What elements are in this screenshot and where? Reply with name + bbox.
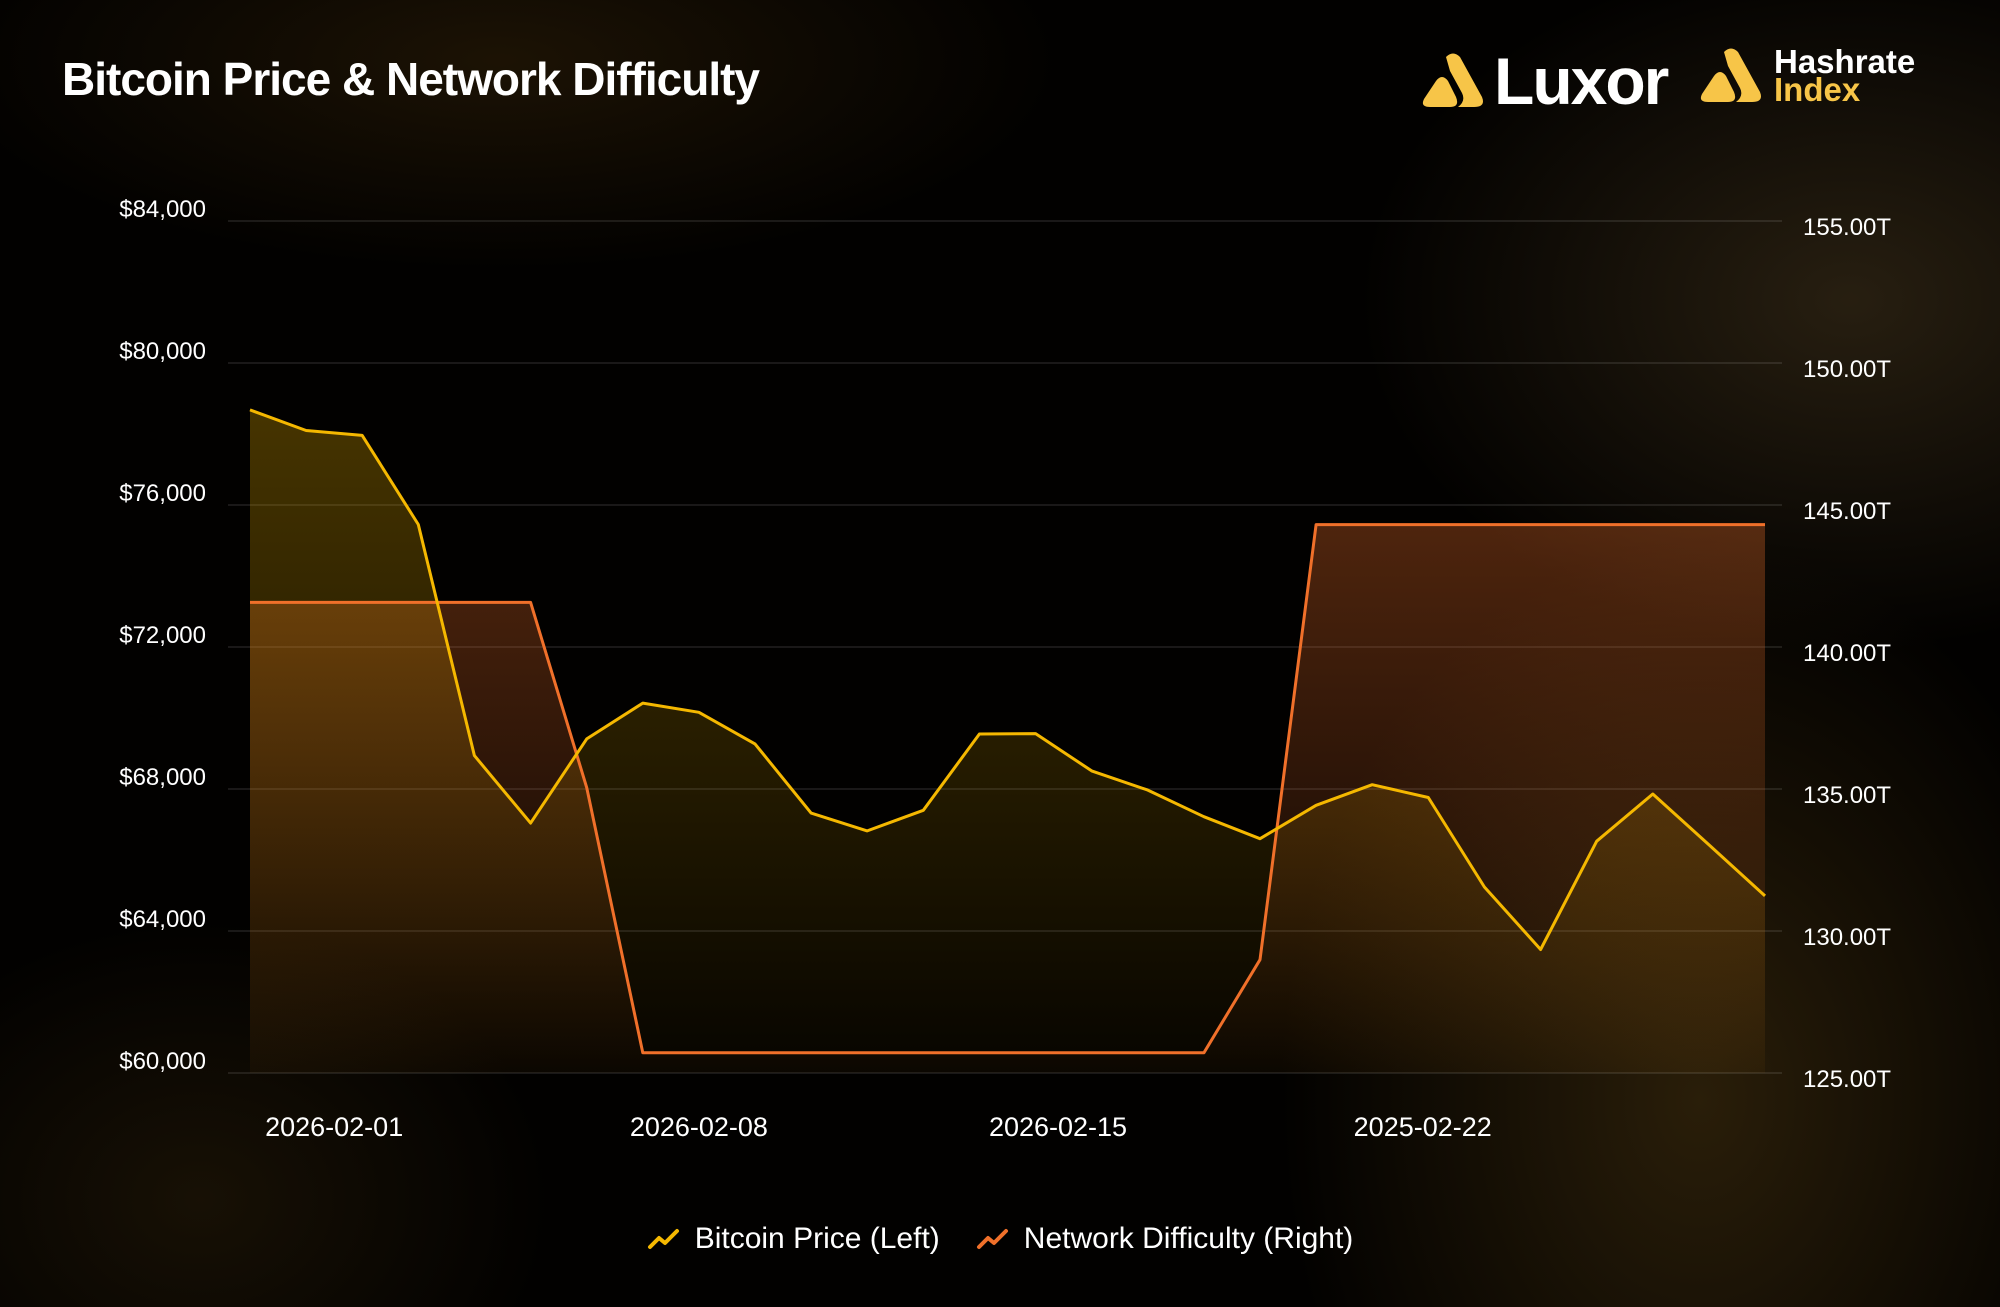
hashrate-wordmark: Hashrate — [1774, 43, 1916, 80]
luxor-triangle-icon — [1422, 53, 1483, 107]
left-axis-tick-label: $68,000 — [119, 764, 206, 791]
left-axis-tick-label: $72,000 — [119, 622, 206, 649]
right-axis-tick-label: 150.00T — [1803, 356, 1891, 383]
legend-label-difficulty: Network Difficulty (Right) — [1023, 1222, 1354, 1255]
right-axis-tick-label: 135.00T — [1803, 782, 1891, 809]
right-axis-tick-label: 130.00T — [1803, 924, 1891, 951]
hashrate-index-triangle-icon — [1700, 48, 1761, 102]
left-axis-tick-label: $80,000 — [119, 338, 206, 365]
left-axis-tick-label: $60,000 — [119, 1048, 206, 1075]
legend-item-price[interactable]: Bitcoin Price (Left) — [647, 1222, 940, 1256]
luxor-logo: Luxor — [1422, 44, 1669, 118]
left-axis-tick-label: $76,000 — [119, 480, 206, 507]
legend: Bitcoin Price (Left) Network Difficulty … — [0, 1222, 2000, 1256]
index-wordmark: Index — [1774, 71, 1861, 108]
line-chart-icon — [647, 1229, 679, 1249]
right-axis-tick-label: 140.00T — [1803, 640, 1891, 667]
right-axis-tick-label: 145.00T — [1803, 498, 1891, 525]
x-axis-tick-label: 2026-02-01 — [265, 1112, 403, 1142]
price-line — [249, 408, 1767, 951]
difficulty-line — [250, 523, 1765, 1055]
right-axis-tick-label: 125.00T — [1803, 1066, 1891, 1093]
legend-label-price: Bitcoin Price (Left) — [694, 1222, 940, 1255]
right-axis-tick-label: 155.00T — [1803, 214, 1891, 241]
luxor-wordmark: Luxor — [1494, 44, 1669, 118]
price-area — [250, 409, 1765, 1073]
left-axis-tick-label: $84,000 — [119, 196, 206, 223]
x-axis-tick-label: 2025-02-22 — [1354, 1112, 1492, 1142]
x-axis-tick-label: 2026-02-08 — [630, 1112, 768, 1142]
hashrate-index-logo: Hashrate Index — [1700, 43, 1916, 108]
line-chart-icon — [976, 1229, 1008, 1249]
x-axis-tick-label: 2026-02-15 — [989, 1112, 1127, 1142]
chart-title: Bitcoin Price & Network Difficulty — [62, 53, 760, 105]
left-axis-tick-label: $64,000 — [119, 906, 206, 933]
legend-item-difficulty[interactable]: Network Difficulty (Right) — [976, 1222, 1354, 1256]
